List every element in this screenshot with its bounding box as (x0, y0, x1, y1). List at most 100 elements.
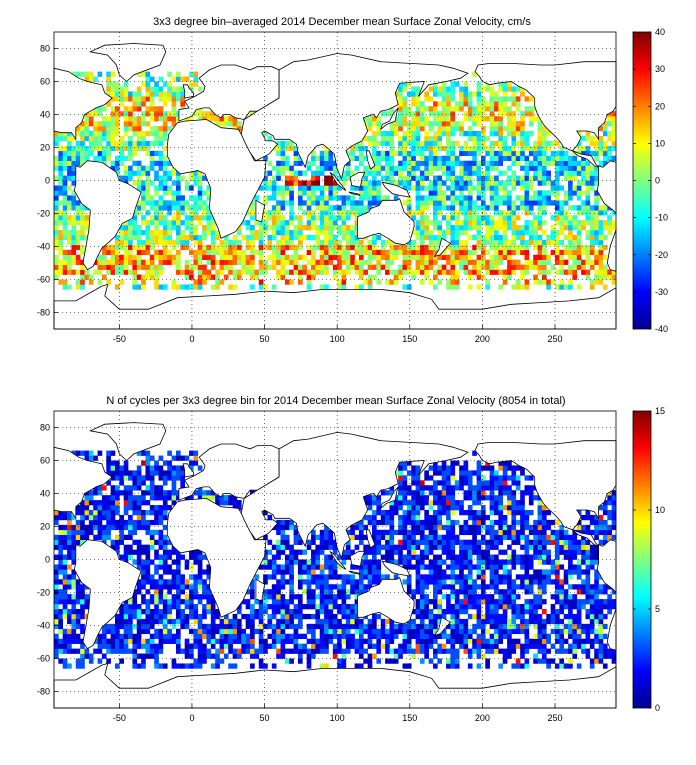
bin-cell (507, 255, 512, 260)
bin-cell (163, 131, 168, 136)
bin-cell (198, 86, 203, 91)
bin-cell (307, 564, 312, 569)
bin-cell (355, 619, 360, 624)
bin-cell (416, 475, 421, 480)
bin-cell (71, 614, 76, 619)
bin-cell (324, 545, 329, 550)
bin-cell (267, 619, 272, 624)
bin-cell (320, 644, 325, 649)
bin-cell (167, 116, 172, 121)
bin-cell (285, 614, 290, 619)
bin-cell (67, 594, 72, 599)
bin-cell (276, 250, 281, 255)
bin-cell (298, 190, 303, 195)
bin-cell (494, 270, 499, 275)
bin-cell (485, 101, 490, 106)
bin-cell (145, 639, 150, 644)
bin-cell (180, 284, 185, 289)
bin-cell (407, 470, 412, 475)
bin-cell (132, 141, 137, 146)
bin-cell (128, 609, 133, 614)
bin-cell (115, 540, 120, 545)
bin-cell (529, 146, 534, 151)
bin-cell (115, 245, 120, 250)
bin-cell (172, 599, 177, 604)
bin-cell (564, 195, 569, 200)
bin-cell (102, 116, 107, 121)
bin-cell (76, 579, 81, 584)
bin-cell (368, 663, 373, 668)
bin-cell (315, 609, 320, 614)
bin-cell (516, 126, 521, 131)
bin-cell (477, 265, 482, 270)
bin-cell (398, 245, 403, 250)
bin-cell (372, 131, 377, 136)
bin-cell (368, 136, 373, 141)
bin-cell (416, 176, 421, 181)
bin-cell (503, 250, 508, 255)
bin-cell (250, 654, 255, 659)
bin-cell (202, 569, 207, 574)
bin-cell (150, 240, 155, 245)
bin-cell (586, 190, 591, 195)
bin-cell (237, 230, 242, 235)
bin-cell (193, 639, 198, 644)
bin-cell (389, 525, 394, 530)
bin-cell (407, 515, 412, 520)
bin-cell (520, 166, 525, 171)
bin-cell (342, 235, 347, 240)
bin-cell (350, 235, 355, 240)
bin-cell (58, 564, 63, 569)
bin-cell (328, 569, 333, 574)
bin-cell (429, 86, 434, 91)
bin-cell (267, 215, 272, 220)
bin-cell (477, 195, 482, 200)
bin-cell (446, 146, 451, 151)
bin-cell (568, 166, 573, 171)
bin-cell (311, 589, 316, 594)
bin-cell (498, 215, 503, 220)
bin-cell (263, 564, 268, 569)
bin-cell (80, 156, 85, 161)
bin-cell (398, 151, 403, 156)
bin-cell (224, 240, 229, 245)
bin-cell (442, 166, 447, 171)
bin-cell (511, 210, 516, 215)
bin-cell (141, 545, 146, 550)
bin-cell (350, 614, 355, 619)
bin-cell (446, 270, 451, 275)
bin-cell (285, 270, 290, 275)
bin-cell (385, 270, 390, 275)
bin-cell (433, 569, 438, 574)
bin-cell (154, 530, 159, 535)
bin-cell (128, 475, 133, 480)
bin-cell (481, 260, 486, 265)
bin-cell (150, 230, 155, 235)
bin-cell (572, 171, 577, 176)
bin-cell (128, 255, 133, 260)
bin-cell (98, 451, 103, 456)
bin-cell (276, 599, 281, 604)
bin-cell (180, 456, 185, 461)
bin-cell (433, 535, 438, 540)
bin-cell (315, 560, 320, 565)
bin-cell (416, 205, 421, 210)
bin-cell (525, 245, 530, 250)
bin-cell (145, 185, 150, 190)
bin-cell (198, 629, 203, 634)
bin-cell (137, 639, 142, 644)
bin-cell (289, 200, 294, 205)
bin-cell (376, 280, 381, 285)
bin-cell (85, 156, 90, 161)
bin-cell (328, 205, 333, 210)
bin-cell (433, 101, 438, 106)
bin-cell (407, 550, 412, 555)
bin-cell (71, 555, 76, 560)
bin-cell (132, 500, 137, 505)
bin-cell (224, 634, 229, 639)
bin-cell (85, 136, 90, 141)
bin-cell (285, 525, 290, 530)
bin-cell (250, 210, 255, 215)
bin-cell (472, 151, 477, 156)
bin-cell (89, 275, 94, 280)
